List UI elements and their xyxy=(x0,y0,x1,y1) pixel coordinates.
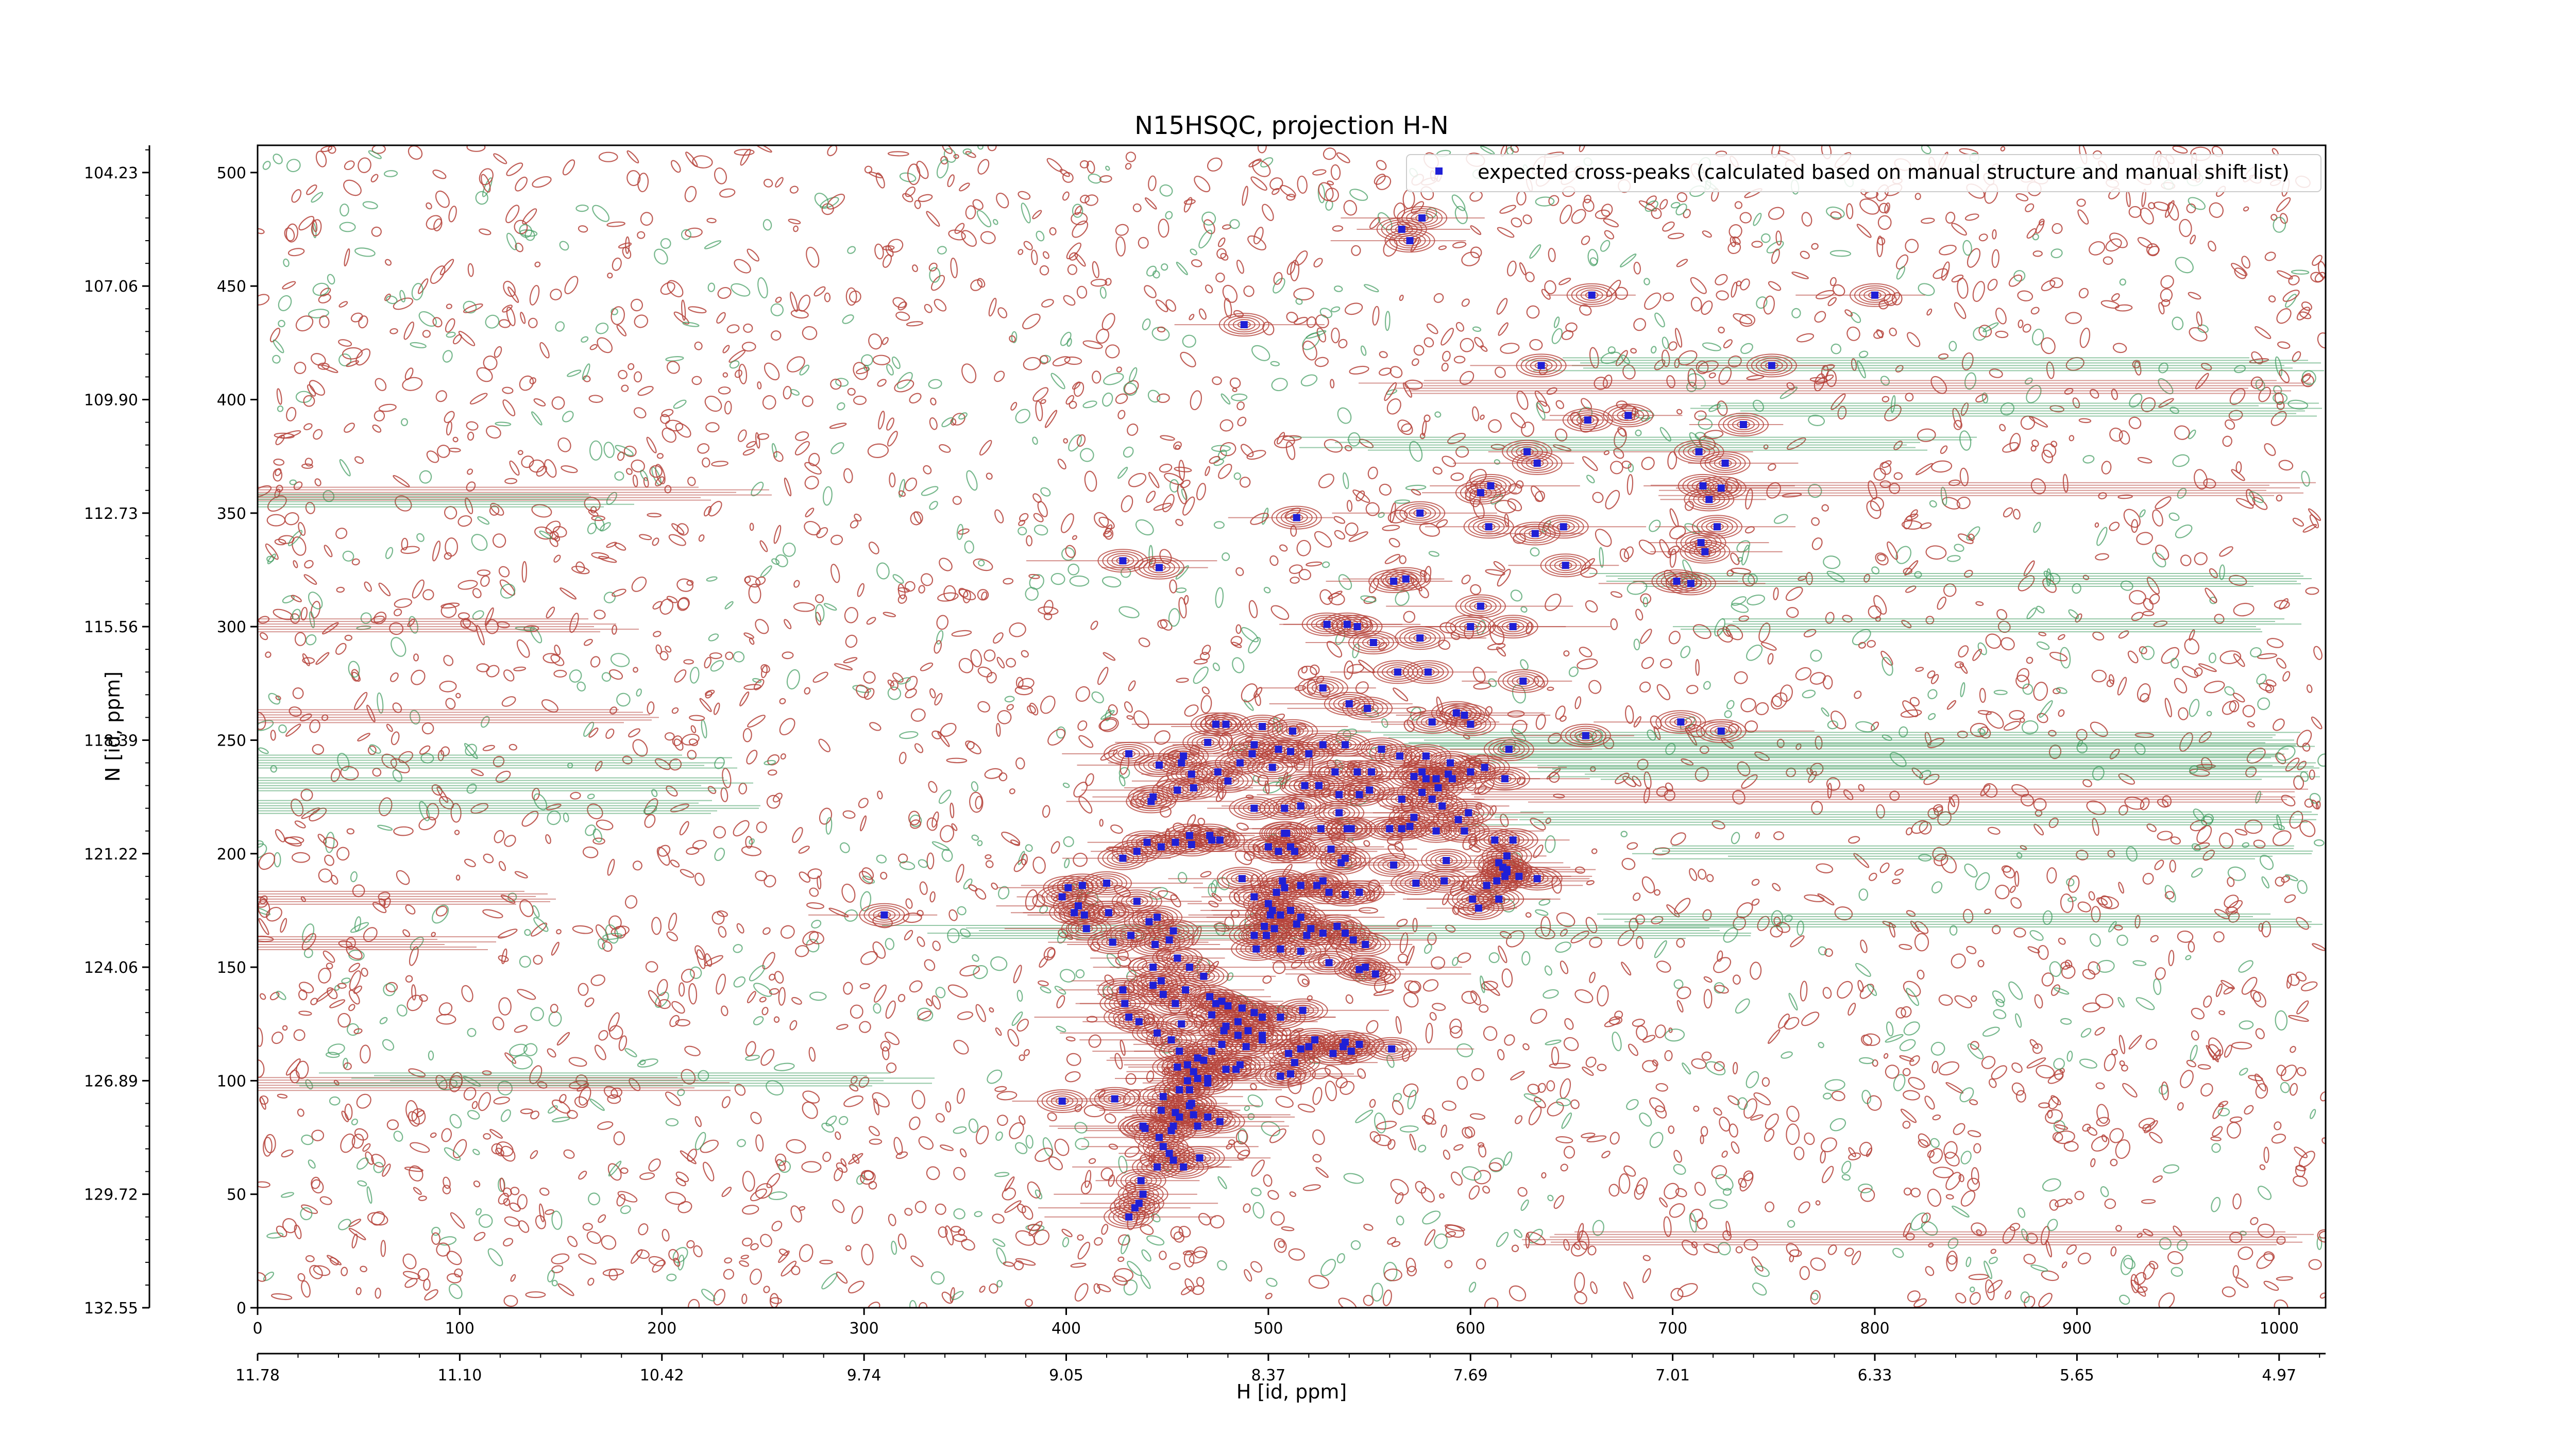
chart-svg: N15HSQC, projection H-N N [id, ppm] H [i… xyxy=(0,0,2576,1449)
nmr-spectrum-figure: N15HSQC, projection H-N N [id, ppm] H [i… xyxy=(0,0,2576,1449)
